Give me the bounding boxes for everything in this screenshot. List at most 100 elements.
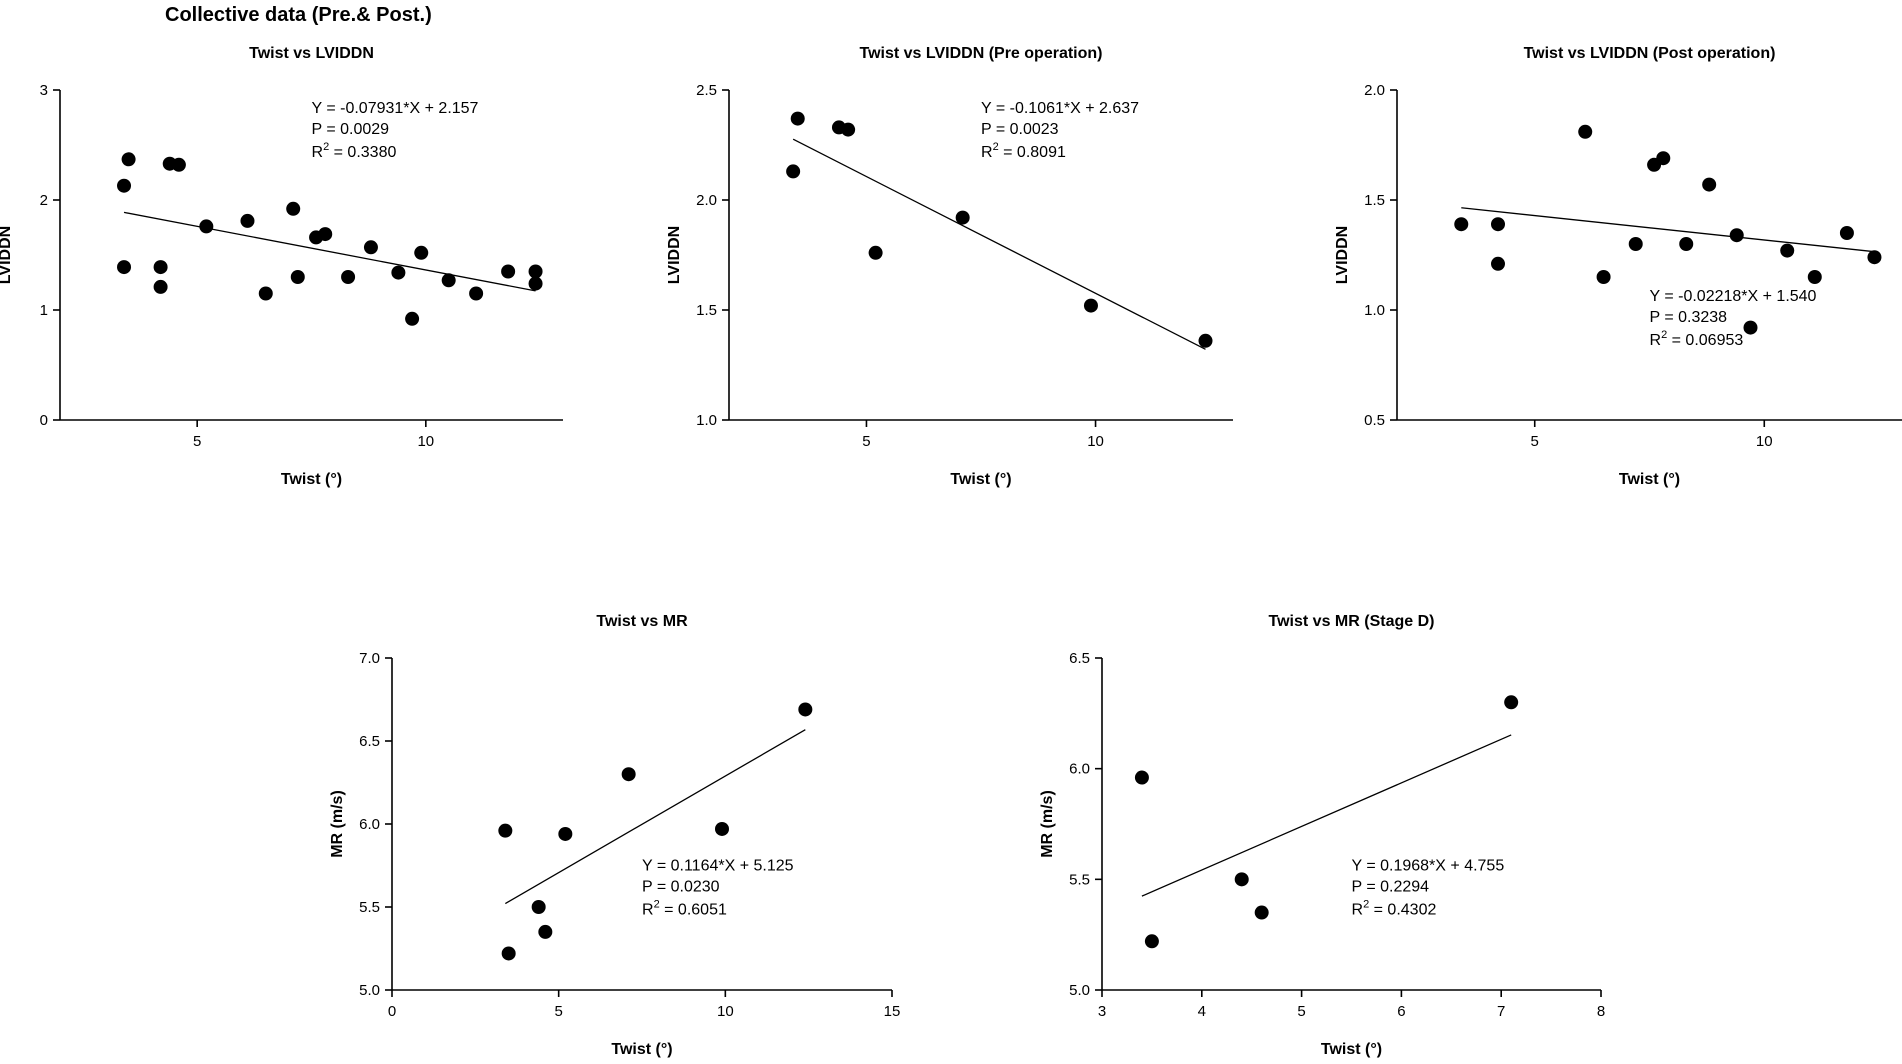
data-point — [1134, 770, 1149, 785]
fit-equation: Y = -0.1061*X + 2.637 — [981, 100, 1139, 117]
data-point — [391, 265, 406, 280]
y-axis-label: LVIDDN — [666, 226, 683, 284]
y-axis-label: LVIDDN — [0, 226, 14, 284]
data-point — [1729, 228, 1744, 243]
fit-r-squared-exponent: 2 — [1363, 898, 1369, 910]
fit-p-value: P = 0.0029 — [312, 121, 390, 138]
x-tick-label: 10 — [717, 1003, 734, 1020]
x-tick-label: 10 — [1087, 433, 1104, 450]
fit-p-value: P = 0.3238 — [1650, 309, 1728, 326]
y-axis-label: MR (m/s) — [1039, 790, 1056, 858]
x-tick-label: 5 — [193, 433, 201, 450]
data-point — [1867, 250, 1882, 265]
data-point — [414, 245, 429, 260]
fit-r-squared: R — [642, 901, 654, 918]
data-point — [621, 767, 636, 782]
data-point — [1491, 256, 1505, 271]
x-axis-label: Twist (°) — [1321, 1041, 1382, 1058]
chart-panel-3: Twist vs LVIDDN (Post operation) 0.5 1.0 1.… — [1334, 45, 1902, 488]
x-tick-label: 4 — [1198, 1003, 1206, 1020]
fit-r-squared-exponent: 2 — [323, 141, 329, 153]
x-axis-label: Twist (°) — [281, 471, 342, 488]
data-point — [1578, 124, 1593, 139]
data-point — [1504, 695, 1519, 710]
x-tick-label: 5 — [1531, 433, 1539, 450]
x-tick-label: 8 — [1597, 1003, 1605, 1020]
y-tick-label: 5.0 — [1069, 982, 1090, 999]
y-tick-label: 5.5 — [359, 899, 380, 916]
data-point — [121, 152, 136, 167]
data-point — [1679, 237, 1694, 251]
y-axis-label: MR (m/s) — [329, 790, 346, 858]
fit-equation: Y = -0.07931*X + 2.157 — [312, 100, 479, 117]
data-point — [1144, 934, 1159, 949]
fit-r-squared-value: = 0.4302 — [1369, 901, 1436, 918]
data-point — [1491, 217, 1505, 232]
fit-r-squared-value: = 0.3380 — [329, 144, 396, 161]
fit-r-squared: R — [981, 144, 993, 161]
x-tick-label: 7 — [1497, 1003, 1505, 1020]
fit-r-squared-exponent: 2 — [1661, 329, 1667, 341]
data-point — [1839, 226, 1854, 240]
fit-annotation: Y = 0.1968*X + 4.755 P = 0.2294 R2 = 0.430… — [1352, 857, 1505, 918]
x-tick-label: 3 — [1098, 1003, 1106, 1020]
data-point — [1780, 243, 1795, 258]
regression-line — [1461, 207, 1875, 253]
fit-p-value: P = 0.0230 — [642, 878, 720, 895]
y-tick-label: 1.5 — [696, 302, 717, 319]
y-tick-label: 2.0 — [696, 192, 717, 209]
regression-line — [1141, 734, 1512, 897]
data-point — [1743, 320, 1758, 335]
data-point — [153, 279, 168, 294]
y-tick-label: 6.5 — [1069, 650, 1090, 667]
y-tick-label: 2 — [40, 192, 48, 209]
data-point — [798, 702, 813, 717]
data-point — [501, 264, 516, 279]
data-point — [341, 270, 356, 284]
data-point — [1702, 177, 1717, 192]
regression-line — [505, 729, 806, 905]
y-tick-label: 2.5 — [696, 82, 717, 99]
data-point — [117, 260, 132, 275]
data-point — [363, 240, 378, 255]
data-point — [1596, 270, 1611, 284]
x-tick-label: 5 — [1297, 1003, 1305, 1020]
y-tick-label: 2.0 — [1364, 82, 1385, 99]
y-tick-label: 6.0 — [1069, 761, 1090, 778]
data-point — [501, 946, 516, 961]
data-point — [715, 821, 729, 836]
fit-annotation: Y = -0.02218*X + 1.540 P = 0.3238 R2 = 0.0… — [1650, 288, 1817, 349]
data-point — [199, 219, 214, 234]
data-point — [318, 227, 333, 242]
data-point — [1083, 298, 1098, 313]
y-tick-label: 6.0 — [359, 816, 380, 833]
data-point — [469, 286, 484, 301]
fit-r-squared: R — [312, 144, 324, 161]
x-tick-label: 6 — [1397, 1003, 1405, 1020]
data-point — [1656, 151, 1671, 166]
chart-title: Twist vs LVIDDN (Post operation) — [1524, 45, 1776, 62]
fit-r-squared-value: = 0.6051 — [660, 901, 727, 918]
x-tick-label: 10 — [417, 433, 434, 450]
chart-title: Twist vs MR (Stage D) — [1269, 613, 1435, 630]
y-tick-label: 6.5 — [359, 733, 380, 750]
data-point — [117, 178, 132, 193]
fit-equation: Y = -0.02218*X + 1.540 — [1650, 288, 1817, 305]
data-point — [790, 111, 805, 126]
data-point — [1628, 237, 1643, 251]
y-tick-label: 1.5 — [1364, 192, 1385, 209]
y-tick-label: 5.0 — [359, 982, 380, 999]
y-axis-label: LVIDDN — [1334, 226, 1351, 284]
data-point — [1254, 905, 1269, 920]
fit-r-squared: R — [1352, 901, 1364, 918]
data-point — [405, 311, 420, 326]
fit-r-squared-value: = 0.8091 — [999, 144, 1066, 161]
x-tick-label: 0 — [388, 1003, 396, 1020]
data-point — [153, 260, 168, 275]
data-point — [786, 164, 801, 179]
fit-r-squared: R — [1650, 332, 1662, 349]
data-point — [538, 924, 553, 939]
data-point — [528, 264, 543, 279]
data-point — [258, 286, 273, 301]
